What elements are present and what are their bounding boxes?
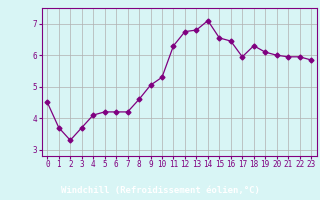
Text: Windchill (Refroidissement éolien,°C): Windchill (Refroidissement éolien,°C) (60, 186, 260, 196)
